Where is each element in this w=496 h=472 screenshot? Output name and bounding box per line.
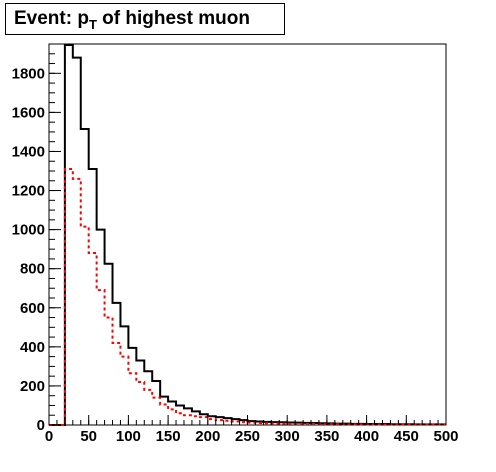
x-tick-label: 400	[354, 428, 379, 445]
y-tick-label: 600	[20, 300, 45, 317]
x-tick-label: 450	[394, 428, 419, 445]
x-tick-label: 50	[80, 428, 97, 445]
axis-layer	[48, 43, 447, 426]
chart-title-suffix: of highest muon	[96, 8, 250, 29]
chart-title-subscript: T	[88, 17, 97, 32]
x-tick-label: 250	[235, 428, 260, 445]
x-tick-label: 150	[156, 428, 181, 445]
x-tick-label: 500	[433, 428, 458, 445]
y-tick-label: 1200	[12, 183, 45, 200]
x-tick-label: 300	[275, 428, 300, 445]
x-tick-label: 0	[45, 428, 53, 445]
x-tick-label: 100	[116, 428, 141, 445]
y-tick-label: 1000	[12, 222, 45, 239]
y-tick-label: 0	[37, 417, 45, 434]
histogram-series-dashed	[49, 168, 446, 426]
y-tick-label: 1600	[12, 104, 45, 121]
y-tick-label: 1400	[12, 143, 45, 160]
series-layer	[49, 43, 446, 426]
plot-area	[48, 43, 447, 426]
y-tick-label: 400	[20, 339, 45, 356]
chart-title-prefix: Event: p	[14, 8, 89, 29]
y-tick-label: 800	[20, 261, 45, 278]
chart-title: Event: pT of highest muon	[5, 3, 285, 35]
x-tick-label: 200	[195, 428, 220, 445]
x-tick-label: 350	[314, 428, 339, 445]
tick-label-layer: 0 50 100 150 200 250 300 350 400 450 500 0 200 400 600…	[12, 65, 459, 445]
y-tick-label: 1800	[12, 65, 45, 82]
histogram-series-solid	[49, 43, 446, 426]
y-tick-label: 200	[20, 378, 45, 395]
plot-frame	[48, 43, 447, 426]
